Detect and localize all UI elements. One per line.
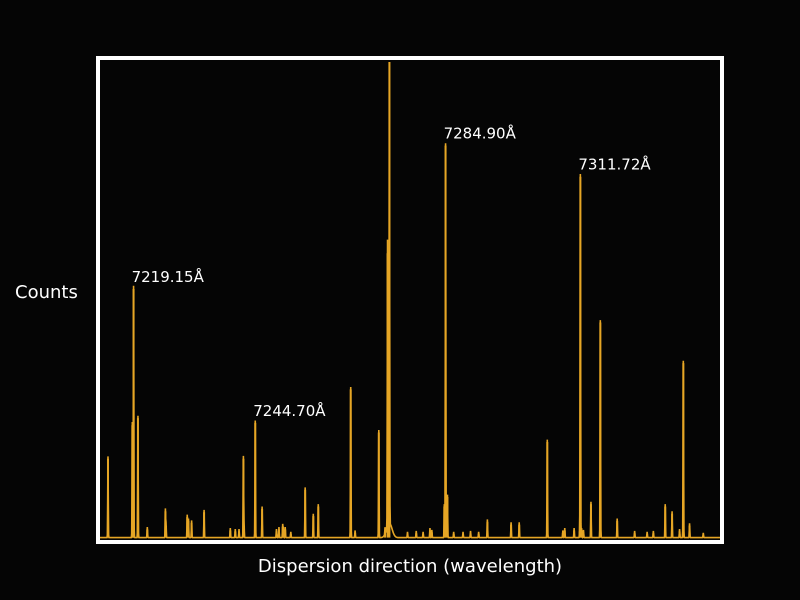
line-annotation: 7284.90Å — [444, 124, 517, 143]
x-axis-label: Dispersion direction (wavelength) — [257, 556, 563, 577]
line-annotation: 7311.72Å — [578, 155, 651, 174]
y-axis-label: Counts — [15, 282, 78, 303]
annotation-group: 7219.15Å 7244.70Å 7284.90Å 7311.72Å — [132, 124, 652, 420]
line-annotation: 7219.15Å — [132, 267, 205, 286]
plot-frame — [96, 56, 724, 544]
spectrum-trace-group — [98, 61, 723, 539]
spectrum-trace — [98, 61, 723, 539]
line-annotation: 7244.70Å — [253, 401, 326, 420]
